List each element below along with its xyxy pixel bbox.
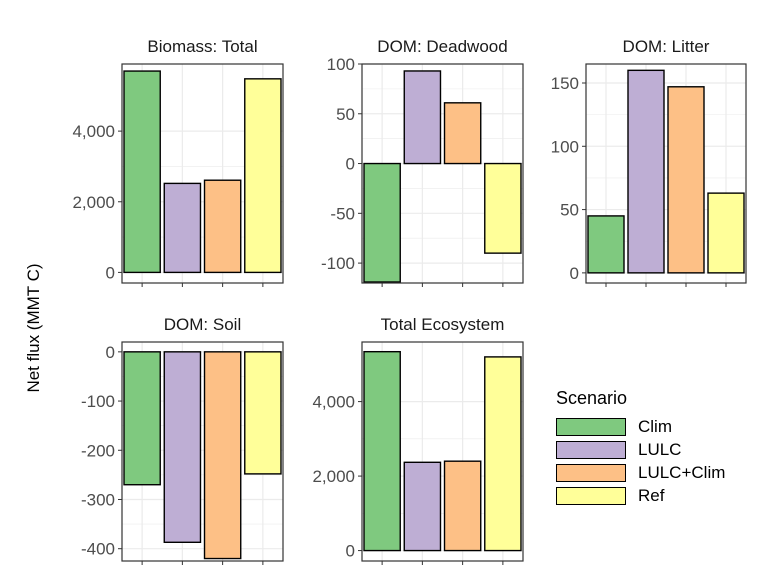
y-tick-label: 150 <box>551 74 579 93</box>
panel-title: DOM: Litter <box>623 37 710 56</box>
bar-clim <box>123 351 161 486</box>
legend-key-clim <box>556 417 626 436</box>
bar-lulc-clim <box>667 86 705 274</box>
y-tick-label: 4,000 <box>72 122 115 141</box>
legend-item-lulc-clim: LULC+Clim <box>556 461 725 484</box>
bar-lulc <box>163 182 202 274</box>
panel-dom-soil: -400 -300 -200 -100 0 DOM: Soil <box>81 315 284 565</box>
bar-clim <box>587 215 625 274</box>
bar-ref <box>707 192 745 274</box>
y-tick-label: 50 <box>560 201 579 220</box>
bar-clim <box>363 350 401 552</box>
y-tick-label: 0 <box>570 264 579 283</box>
panel-dom-litter: 0 50 100 150 DOM: Litter <box>551 37 747 287</box>
panel-title: DOM: Soil <box>164 315 241 334</box>
y-tick-label: 4,000 <box>312 393 355 412</box>
legend-item-clim: Clim <box>556 415 725 438</box>
y-tick-label: 2,000 <box>72 193 115 212</box>
y-tick-label: 100 <box>551 137 579 156</box>
panel-dom-deadwood: -100 -50 0 50 100 DOM: Deadwood <box>321 37 524 287</box>
y-tick-label: -400 <box>81 540 115 559</box>
bar-lulc-clim <box>443 102 482 165</box>
panel-border <box>361 63 524 284</box>
bar-lulc <box>627 69 665 274</box>
bar-clim <box>363 162 401 283</box>
y-tick-label: -200 <box>81 441 115 460</box>
y-tick-label: -300 <box>81 490 115 509</box>
panel-title: Biomass: Total <box>147 37 257 56</box>
panel-total-ecosystem: 0 2,000 4,000 Total Ecosystem <box>312 315 524 565</box>
y-tick-label: 0 <box>106 263 115 282</box>
bar-lulc <box>403 70 442 165</box>
panel-border <box>585 63 747 284</box>
bar-lulc-clim <box>203 179 242 274</box>
y-tick-label: 50 <box>336 105 355 124</box>
y-tick-label: 0 <box>346 542 355 561</box>
bar-ref <box>244 351 282 475</box>
legend-key-lulc <box>556 440 626 459</box>
legend-label-lulc: LULC <box>638 439 682 459</box>
legend-label-clim: Clim <box>638 416 672 436</box>
bar-lulc-clim <box>203 351 242 560</box>
legend-item-ref: Ref <box>556 484 725 507</box>
y-tick-label: -50 <box>330 204 355 223</box>
panel-border <box>361 341 524 562</box>
bar-ref <box>484 162 522 254</box>
panel-biomass-total: 0 2,000 4,000 Biomass: Total <box>72 37 284 287</box>
panel-border <box>121 341 284 562</box>
bar-lulc <box>403 461 442 552</box>
y-tick-label: -100 <box>321 254 355 273</box>
bar-lulc <box>163 351 202 543</box>
panel-title: DOM: Deadwood <box>377 37 507 56</box>
legend-key-lulc-clim <box>556 463 626 482</box>
bar-lulc-clim <box>443 460 482 552</box>
y-tick-label: 0 <box>346 155 355 174</box>
y-tick-label: -100 <box>81 392 115 411</box>
bar-ref <box>244 78 282 274</box>
y-axis-label: Net flux (MMT C) <box>24 263 43 393</box>
bar-clim <box>123 70 161 274</box>
legend-key-ref <box>556 486 626 505</box>
panel-border <box>121 63 284 284</box>
legend-title: Scenario <box>556 388 628 408</box>
y-tick-label: 100 <box>327 55 355 74</box>
panel-title: Total Ecosystem <box>381 315 505 334</box>
y-tick-label: 2,000 <box>312 467 355 486</box>
legend-label-ref: Ref <box>638 485 665 505</box>
bar-ref <box>484 356 522 552</box>
legend-label-lulc-clim: LULC+Clim <box>638 462 726 482</box>
legend-item-lulc: LULC <box>556 438 725 461</box>
legend: Scenario Clim LULC LULC+Clim Ref <box>556 388 725 507</box>
y-tick-label: 0 <box>106 343 115 362</box>
